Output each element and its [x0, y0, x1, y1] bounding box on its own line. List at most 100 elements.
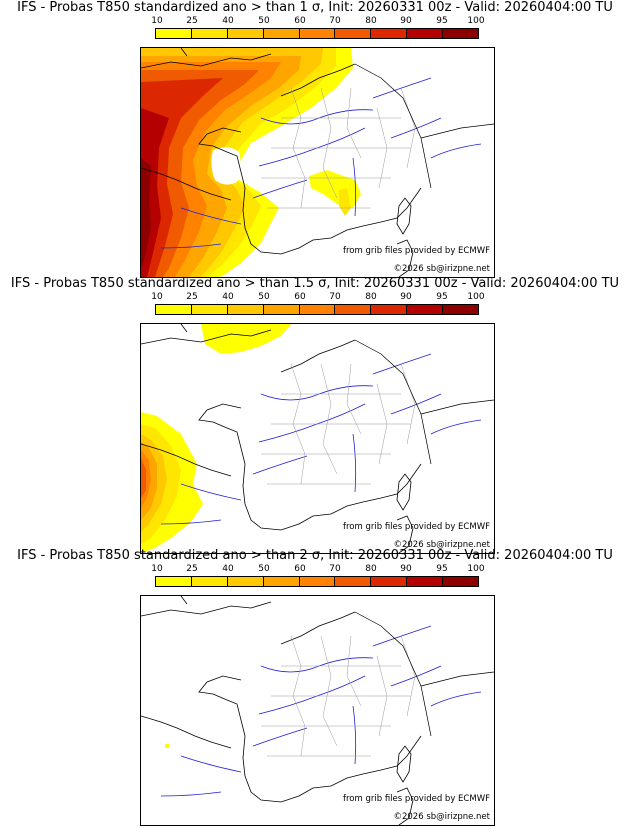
prob-area-70 [141, 458, 146, 498]
color-legend: 10 25 40 50 60 70 80 90 95 100 [151, 16, 485, 44]
legend-swatch [371, 29, 408, 38]
legend-label: 80 [365, 564, 377, 574]
legend-label: 95 [436, 564, 448, 574]
coastline [141, 339, 422, 531]
copyright: ©2026 sb@irizpne.net [393, 540, 490, 550]
map-panel-2-sigma: IFS - Probas T850 standardized ano > tha… [0, 548, 630, 826]
coastline-sardinia [396, 239, 414, 277]
prob-area-10 [165, 744, 169, 748]
map-canvas [141, 596, 494, 825]
legend-label: 40 [222, 16, 234, 26]
admin-borders [261, 87, 416, 209]
legend-label: 100 [467, 292, 485, 302]
national-borders [354, 611, 494, 737]
coastline [141, 63, 422, 255]
legend-label: 95 [436, 292, 448, 302]
legend-label: 70 [329, 16, 341, 26]
legend-color-bar [155, 304, 479, 315]
color-legend: 10 25 40 50 60 70 80 90 95 100 [151, 564, 485, 592]
legend-swatch [299, 577, 336, 586]
coastline-sardinia [396, 787, 414, 825]
map-canvas [141, 48, 494, 277]
legend-swatch [156, 305, 192, 314]
coastline-corsica [396, 473, 412, 511]
legend-label: 10 [151, 16, 163, 26]
legend-label: 90 [400, 16, 412, 26]
rivers [160, 353, 482, 525]
map-panel-1-5-sigma: IFS - Probas T850 standardized ano > tha… [0, 276, 630, 554]
map-canvas [141, 324, 494, 553]
legend-label: 100 [467, 16, 485, 26]
legend-swatch [191, 305, 228, 314]
legend-swatch [407, 577, 444, 586]
legend-label: 80 [365, 292, 377, 302]
admin-borders [261, 363, 416, 485]
legend-label: 50 [258, 564, 270, 574]
color-legend: 10 25 40 50 60 70 80 90 95 100 [151, 292, 485, 320]
prob-area-95 [141, 158, 151, 268]
legend-swatch [443, 577, 479, 586]
panel-title: IFS - Probas T850 standardized ano > tha… [17, 548, 613, 563]
coastline-uk [141, 324, 272, 345]
legend-label: 60 [294, 16, 306, 26]
prob-area-10 [309, 170, 361, 208]
source-credit: from grib files provided by ECMWF [343, 522, 490, 532]
legend-swatch [191, 577, 228, 586]
rivers [160, 625, 482, 797]
legend-label: 60 [294, 292, 306, 302]
legend-swatch [443, 29, 479, 38]
legend-swatch [227, 29, 264, 38]
legend-swatch [443, 305, 479, 314]
legend-label: 90 [400, 292, 412, 302]
legend-label: 95 [436, 16, 448, 26]
source-credit: from grib files provided by ECMWF [343, 246, 490, 256]
legend-swatch [371, 577, 408, 586]
legend-swatch [227, 577, 264, 586]
legend-swatch [156, 29, 192, 38]
legend-swatch [263, 305, 300, 314]
coastline-uk [141, 596, 272, 617]
legend-swatch [156, 577, 192, 586]
map-panel-1-sigma: IFS - Probas T850 standardized ano > tha… [0, 0, 630, 278]
coastline-corsica [396, 745, 412, 783]
legend-label: 40 [222, 292, 234, 302]
legend-label: 10 [151, 564, 163, 574]
legend-label: 80 [365, 16, 377, 26]
probability-map: from grib files provided by ECMWF ©2026 … [140, 323, 495, 554]
coastline-uk [141, 48, 272, 69]
source-credit: from grib files provided by ECMWF [343, 794, 490, 804]
admin-borders [261, 635, 416, 757]
prob-area-10 [339, 188, 351, 216]
coastline [141, 611, 422, 803]
legend-label: 10 [151, 292, 163, 302]
legend-swatch [227, 305, 264, 314]
legend-label: 70 [329, 564, 341, 574]
panel-title: IFS - Probas T850 standardized ano > tha… [10, 276, 620, 291]
legend-swatch [407, 29, 444, 38]
legend-swatch [263, 29, 300, 38]
prob-gap [211, 147, 241, 185]
legend-swatch [371, 305, 408, 314]
legend-label: 100 [467, 564, 485, 574]
legend-label: 25 [186, 292, 198, 302]
national-borders [354, 63, 494, 189]
legend-label: 25 [186, 16, 198, 26]
legend-label: 90 [400, 564, 412, 574]
legend-swatch [335, 29, 372, 38]
probability-map: from grib files provided by ECMWF ©2026 … [140, 47, 495, 278]
legend-swatch [299, 305, 336, 314]
legend-label: 60 [294, 564, 306, 574]
legend-swatch [335, 305, 372, 314]
panel-title: IFS - Probas T850 standardized ano > tha… [17, 0, 613, 15]
legend-label: 40 [222, 564, 234, 574]
probability-map: from grib files provided by ECMWF ©2026 … [140, 595, 495, 826]
legend-swatch [263, 577, 300, 586]
legend-swatch [299, 29, 336, 38]
coastline-sardinia [396, 515, 414, 553]
legend-color-bar [155, 576, 479, 587]
legend-swatch [335, 577, 372, 586]
legend-label: 50 [258, 292, 270, 302]
legend-swatch [191, 29, 228, 38]
coastline-corsica [396, 197, 412, 235]
copyright: ©2026 sb@irizpne.net [393, 812, 490, 822]
